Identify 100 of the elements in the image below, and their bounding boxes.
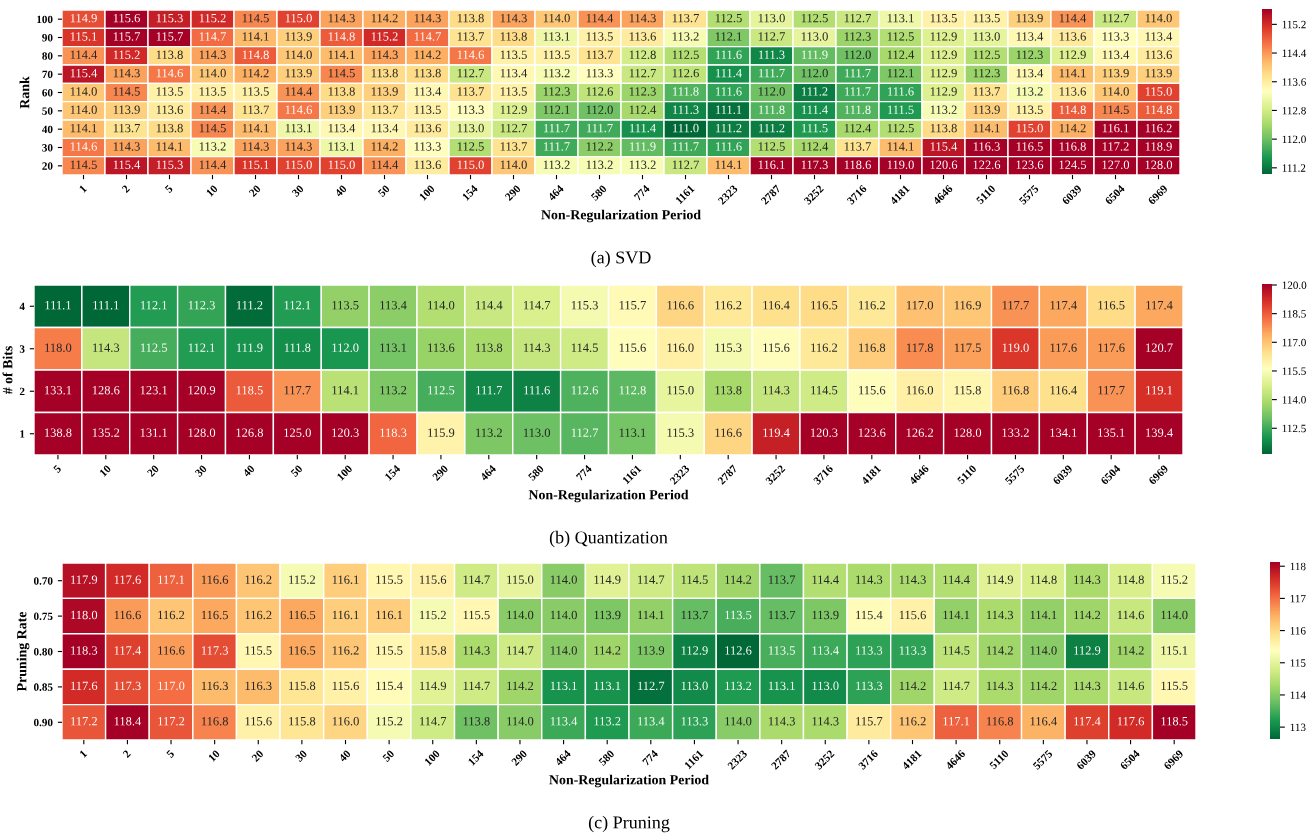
data-label: 113.3 (457, 105, 484, 115)
data-label: 112.2 (586, 142, 613, 151)
data-label: 113.7 (672, 13, 699, 23)
x-tick-label: 774 (575, 464, 593, 481)
y-tick-label: 50 (42, 107, 53, 115)
data-label: 116.2 (1145, 123, 1172, 133)
data-label: 113.5 (500, 50, 527, 60)
color-bar-label: 118 (1290, 562, 1306, 571)
data-label: 116.8 (1059, 142, 1086, 151)
data-label: 111.6 (888, 87, 914, 96)
data-label: 115.2 (376, 717, 403, 726)
data-label: 114.4 (812, 575, 839, 584)
data-label: 113.6 (428, 343, 455, 352)
data-label: 116.5 (1016, 142, 1043, 151)
data-label: 114.2 (242, 68, 269, 78)
data-label: 117.7 (1098, 386, 1125, 395)
data-label: 112.9 (930, 68, 957, 78)
x-tick-label: 100 (336, 464, 353, 481)
data-label: 117.8 (906, 343, 934, 352)
data-label: 111.8 (845, 105, 871, 115)
data-label: 112.5 (887, 32, 914, 41)
data-label: 113.9 (1145, 68, 1172, 78)
data-label: 111.9 (236, 343, 263, 352)
data-label: 113.5 (768, 646, 795, 655)
x-tick-label: 100 (424, 749, 441, 766)
data-label: 114.1 (1059, 68, 1086, 78)
data-label: 113.9 (285, 32, 312, 41)
data-label: 113.7 (500, 142, 527, 151)
data-label: 111.6 (524, 385, 550, 395)
data-label: 114.4 (476, 301, 503, 310)
data-label: 114.3 (987, 610, 1014, 620)
data-label: 111.3 (673, 105, 699, 115)
data-label: 114.5 (811, 386, 838, 395)
color-bar-label: 113 (1290, 723, 1306, 732)
data-label: 120.7 (1146, 343, 1173, 352)
data-label: 113.8 (715, 385, 742, 395)
x-tick-label: 154 (384, 464, 401, 481)
data-label: 112.0 (332, 343, 359, 352)
x-tick-label: 290 (511, 749, 528, 767)
data-label: 114.6 (1117, 610, 1145, 620)
data-label: 113.9 (594, 610, 621, 620)
data-label: 114.4 (943, 575, 970, 584)
data-label: 112.3 (543, 87, 570, 96)
data-label: 117.6 (1098, 343, 1125, 352)
data-label: 113.1 (768, 681, 795, 691)
x-tick-label: 10 (205, 184, 219, 197)
data-label: 114.5 (1102, 105, 1129, 115)
data-label: 113.1 (887, 13, 914, 23)
data-label: 117.5 (954, 343, 981, 352)
data-label: 113.7 (586, 50, 613, 60)
x-tick-label: 774 (642, 749, 659, 766)
data-label: 111.3 (759, 50, 785, 60)
x-tick-label: 20 (146, 464, 160, 478)
data-label: 115.5 (245, 646, 272, 655)
data-label: 119.1 (1146, 385, 1173, 395)
data-label: 111.4 (630, 123, 656, 133)
data-label: 113.4 (414, 87, 442, 96)
color-bar-label: 113.6 (1282, 78, 1306, 86)
data-label: 128.0 (188, 428, 216, 437)
data-label: 115.3 (715, 343, 742, 352)
data-label: 112.7 (457, 68, 484, 78)
data-label: 112.1 (887, 68, 914, 78)
data-label: 116.1 (1102, 123, 1129, 133)
data-label: 135.2 (92, 428, 120, 437)
data-label: 118.0 (45, 343, 72, 352)
data-label: 116.2 (715, 300, 742, 310)
data-label: 111.1 (716, 105, 742, 115)
data-label: 114.6 (285, 105, 312, 115)
data-label: 114.2 (1030, 681, 1057, 691)
data-label: 113.6 (1059, 32, 1086, 41)
color-bar-label: 118.5 (1282, 310, 1306, 318)
data-label: 116.5 (289, 646, 316, 655)
data-label: 113.7 (457, 32, 484, 41)
data-label: 113.5 (332, 300, 359, 310)
data-label: 114.1 (943, 610, 970, 620)
data-label: 112.1 (715, 32, 742, 41)
y-tick-label: 0.75 (33, 612, 53, 621)
data-label: 114.6 (70, 142, 97, 151)
data-label: 112.9 (500, 105, 527, 115)
data-label: 118.0 (71, 610, 98, 620)
y-tick-label: 1 (20, 430, 25, 438)
data-label: 113.4 (1145, 32, 1173, 41)
data-label: 114.3 (1074, 575, 1101, 584)
data-label: 114.0 (543, 13, 570, 23)
data-label: 112.5 (973, 50, 1000, 60)
data-label: 114.3 (285, 142, 312, 151)
data-label: 116.1 (376, 610, 403, 620)
data-label: 114.0 (199, 68, 226, 78)
data-label: 118.4 (114, 716, 142, 726)
data-label: 111.6 (716, 142, 742, 151)
data-label: 117.4 (1050, 301, 1077, 310)
data-label: 112.5 (140, 343, 168, 352)
data-label: 115.6 (899, 610, 926, 620)
data-label: 114.4 (70, 50, 98, 60)
data-label: 117.3 (801, 160, 828, 170)
data-label: 116.0 (906, 385, 934, 395)
color-bar-label: 115.2 (1282, 20, 1306, 29)
color-bar-label: 112.8 (1282, 106, 1306, 115)
data-label: 111.7 (759, 68, 785, 78)
data-label: 115.0 (1016, 123, 1043, 133)
